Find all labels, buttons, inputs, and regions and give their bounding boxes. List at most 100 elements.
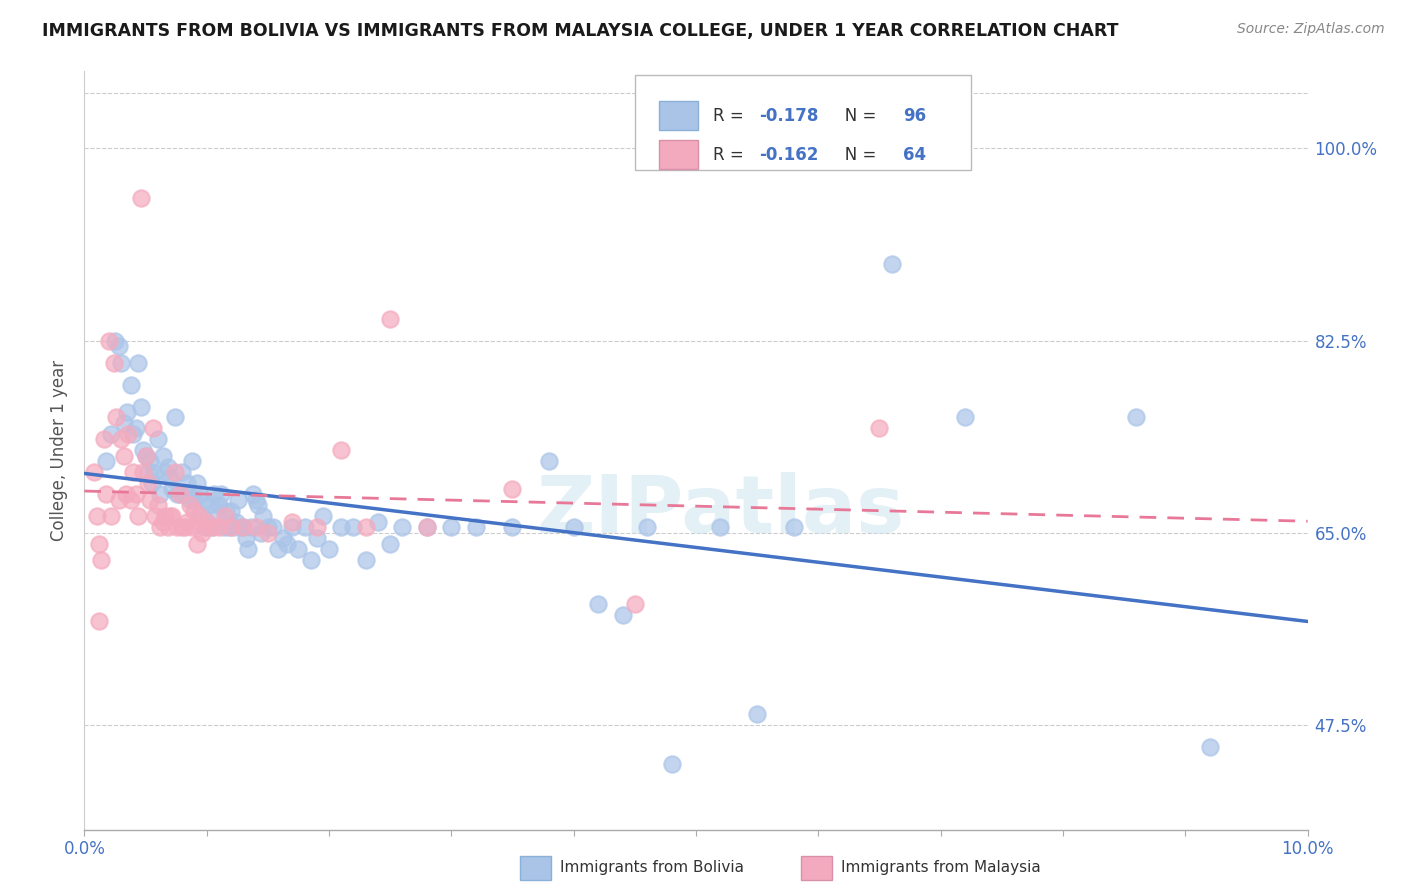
FancyBboxPatch shape xyxy=(636,75,972,170)
Point xyxy=(198,499,221,513)
Point xyxy=(162,509,184,524)
Point xyxy=(208,520,231,534)
Text: N =: N = xyxy=(830,145,882,164)
Point xyxy=(709,520,731,534)
Point xyxy=(440,520,463,534)
Point xyxy=(354,520,377,534)
Point xyxy=(115,405,138,419)
Point xyxy=(502,482,524,496)
Point xyxy=(176,476,198,491)
Point xyxy=(149,487,172,501)
Point xyxy=(100,427,122,442)
Point xyxy=(107,492,129,507)
Point xyxy=(219,504,242,518)
Point xyxy=(636,520,658,534)
Point xyxy=(586,597,609,611)
Point xyxy=(416,520,439,534)
Point xyxy=(245,520,267,534)
Point xyxy=(149,520,172,534)
Point xyxy=(162,482,184,496)
Point xyxy=(129,191,152,205)
Point xyxy=(624,597,647,611)
Point xyxy=(249,525,271,540)
Point xyxy=(132,466,155,480)
Point xyxy=(120,492,142,507)
Point xyxy=(229,520,252,534)
Point xyxy=(179,492,201,507)
Text: 64: 64 xyxy=(903,145,925,164)
Point xyxy=(87,537,110,551)
Point xyxy=(104,334,127,348)
Point xyxy=(122,466,145,480)
Point xyxy=(380,537,402,551)
Text: R =: R = xyxy=(713,106,749,125)
Point xyxy=(93,433,115,447)
Point xyxy=(100,509,122,524)
Point xyxy=(225,515,247,529)
Point xyxy=(232,520,254,534)
Bar xyxy=(659,140,699,169)
Text: R =: R = xyxy=(713,145,749,164)
Point xyxy=(172,466,194,480)
Point xyxy=(120,377,142,392)
Point xyxy=(83,466,105,480)
Point xyxy=(115,487,138,501)
Bar xyxy=(659,101,699,130)
Point xyxy=(212,520,235,534)
Point xyxy=(188,487,211,501)
Point xyxy=(252,509,274,524)
Text: 96: 96 xyxy=(903,106,925,125)
Point xyxy=(176,515,198,529)
Point xyxy=(869,421,891,435)
Point xyxy=(139,454,162,468)
Point xyxy=(191,509,214,524)
Point xyxy=(90,553,112,567)
Point xyxy=(135,449,157,463)
Point xyxy=(191,525,214,540)
Point xyxy=(146,433,169,447)
Point xyxy=(163,410,186,425)
Point xyxy=(562,520,585,534)
Point xyxy=(156,459,179,474)
Point xyxy=(152,449,174,463)
Point xyxy=(87,614,110,628)
Point xyxy=(135,449,157,463)
Point xyxy=(146,499,169,513)
Point xyxy=(209,487,232,501)
Point xyxy=(257,520,280,534)
Point xyxy=(136,476,159,491)
Point xyxy=(215,504,238,518)
Point xyxy=(1125,410,1147,425)
Point xyxy=(173,487,195,501)
Point xyxy=(181,454,204,468)
Point xyxy=(186,537,208,551)
Point xyxy=(172,520,194,534)
Point xyxy=(201,520,224,534)
Text: -0.178: -0.178 xyxy=(759,106,818,125)
Point xyxy=(143,509,166,524)
Point xyxy=(103,355,125,369)
Point xyxy=(266,542,288,557)
Point xyxy=(97,334,120,348)
Point xyxy=(125,487,148,501)
Point xyxy=(391,520,413,534)
Point xyxy=(193,492,215,507)
Point xyxy=(299,553,322,567)
Point xyxy=(262,520,284,534)
Point xyxy=(205,504,228,518)
Point xyxy=(153,509,176,524)
Point xyxy=(181,520,204,534)
Point xyxy=(156,520,179,534)
Point xyxy=(281,520,304,534)
Point xyxy=(416,520,439,534)
Point xyxy=(141,476,163,491)
Point xyxy=(281,515,304,529)
Point xyxy=(238,542,260,557)
Point xyxy=(110,433,132,447)
Point xyxy=(136,466,159,480)
Point xyxy=(96,487,118,501)
Point xyxy=(661,756,683,771)
Point xyxy=(219,520,242,534)
Point xyxy=(183,492,205,507)
Point xyxy=(142,421,165,435)
